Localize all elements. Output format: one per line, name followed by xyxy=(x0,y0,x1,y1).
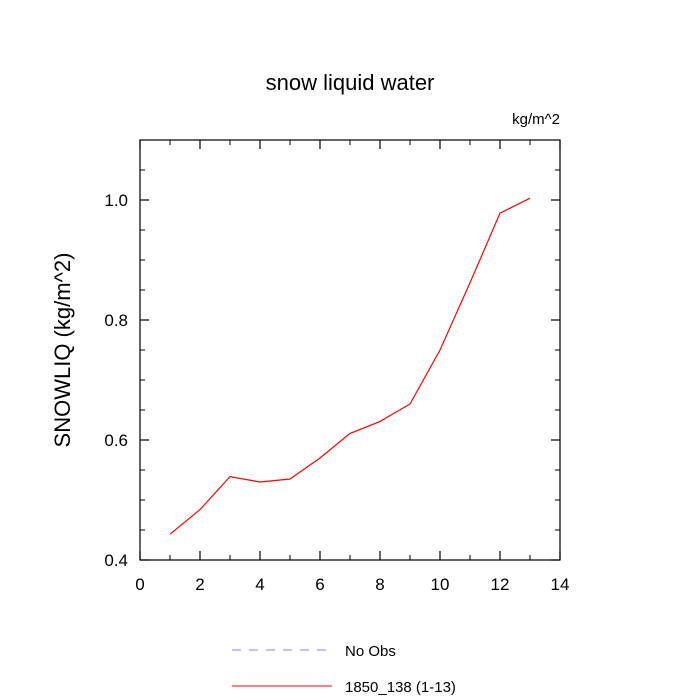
x-tick-label: 2 xyxy=(195,575,204,594)
x-tick-label: 14 xyxy=(551,575,570,594)
y-tick-label: 0.4 xyxy=(104,551,128,570)
series-layer xyxy=(169,197,531,535)
y-axis-label: SNOWLIQ (kg/m^2) xyxy=(50,253,75,448)
x-tick-label: 6 xyxy=(315,575,324,594)
units-label: kg/m^2 xyxy=(512,111,560,128)
y-tick-label: 1.0 xyxy=(104,191,128,210)
x-tick-label: 0 xyxy=(135,575,144,594)
axis-ticks xyxy=(139,140,561,561)
y-tick-label: 0.6 xyxy=(104,431,128,450)
series-line xyxy=(169,197,531,535)
x-tick-label: 12 xyxy=(491,575,510,594)
tick-labels: 0 2 4 6 8 10 12 14 0.4 0.6 0.8 1.0 xyxy=(104,191,569,594)
chart-title: snow liquid water xyxy=(266,70,435,95)
legend: No Obs 1850_138 (1-13) xyxy=(232,643,456,696)
x-tick-label: 4 xyxy=(255,575,264,594)
legend-label: 1850_138 (1-13) xyxy=(345,679,456,696)
plot-frame xyxy=(139,139,561,561)
x-tick-label: 10 xyxy=(431,575,450,594)
y-tick-label: 0.8 xyxy=(104,311,128,330)
x-tick-label: 8 xyxy=(375,575,384,594)
legend-label: No Obs xyxy=(345,643,396,660)
